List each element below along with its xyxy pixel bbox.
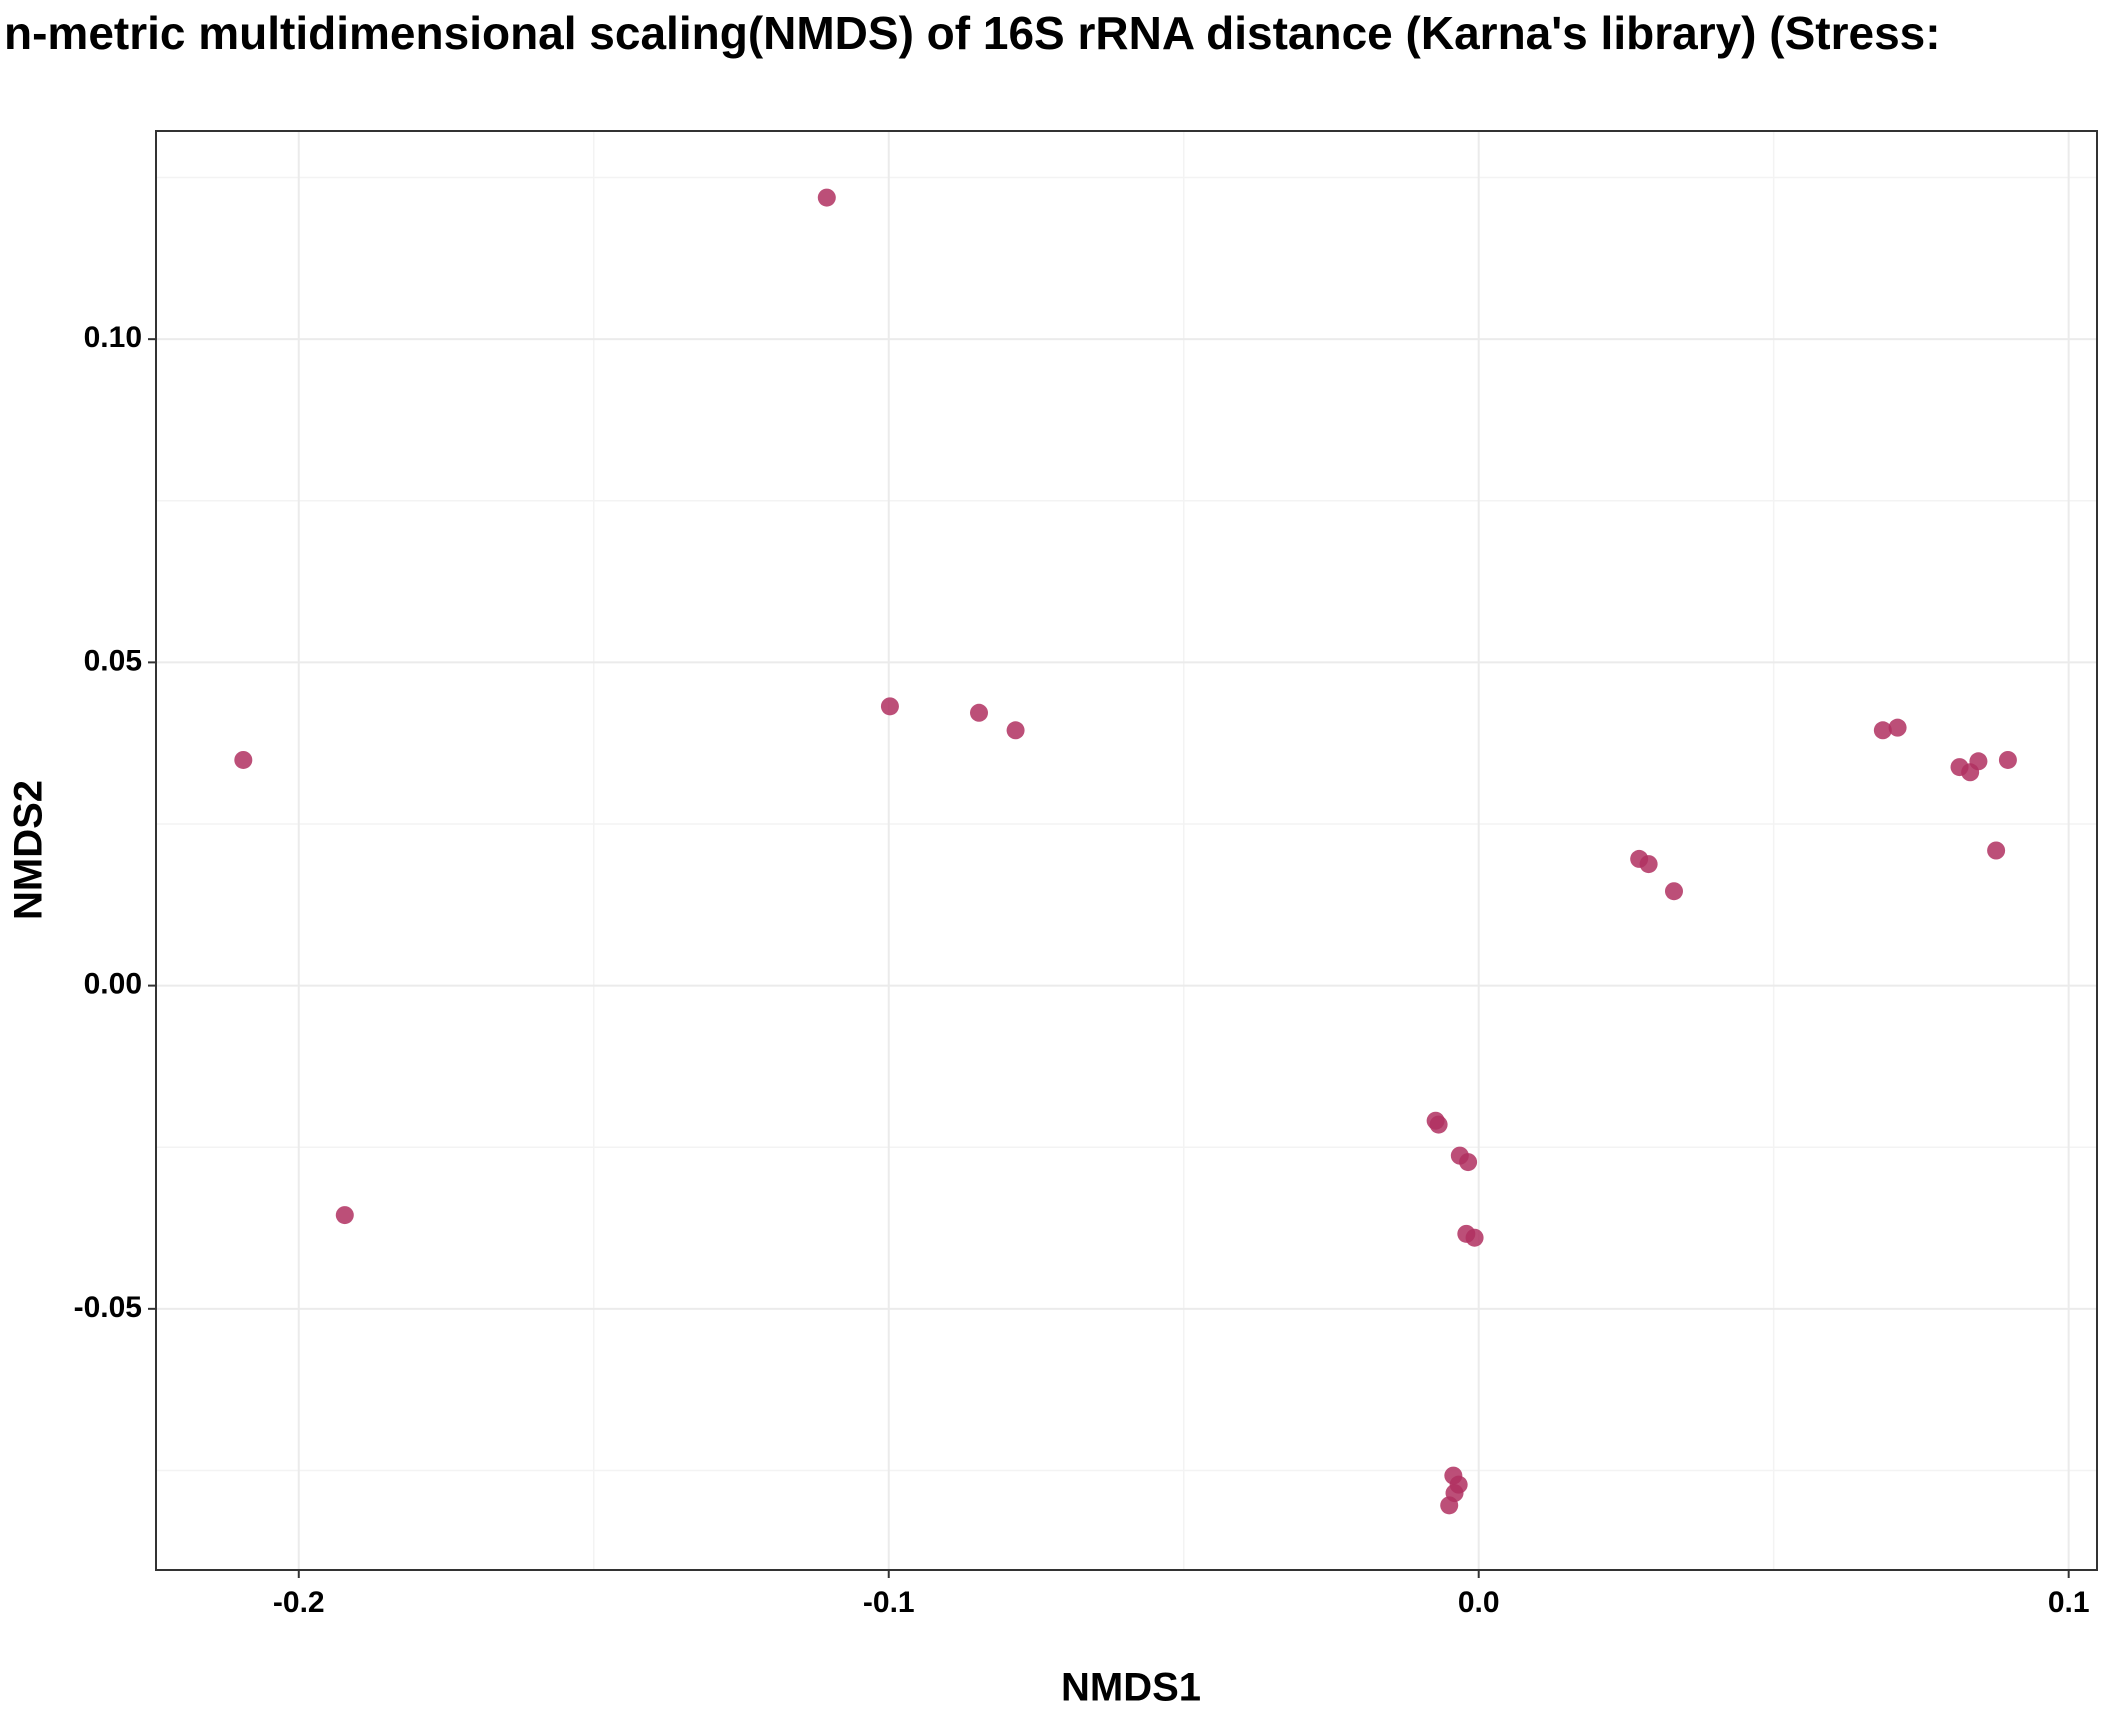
- y-tick-label: 0.10: [84, 321, 142, 354]
- x-tick-label: 0.1: [2048, 1586, 2090, 1619]
- x-tick-label: -0.1: [863, 1586, 915, 1619]
- point: [1664, 882, 1683, 901]
- x-tick-label: 0.0: [1458, 1586, 1500, 1619]
- point: [335, 1206, 354, 1225]
- x-tick-label: -0.2: [273, 1586, 325, 1619]
- point: [234, 750, 253, 769]
- point: [1987, 841, 2006, 860]
- point: [1006, 721, 1025, 740]
- y-tick-label: -0.05: [74, 1291, 142, 1324]
- point: [880, 697, 899, 716]
- point: [1873, 721, 1892, 740]
- x-axis-label: NMDS1: [1061, 1666, 1201, 1710]
- point: [817, 188, 836, 207]
- point: [1440, 1496, 1459, 1515]
- y-axis-label: NMDS2: [7, 780, 51, 920]
- point: [1429, 1115, 1448, 1134]
- point: [970, 703, 989, 722]
- point: [1639, 855, 1658, 874]
- point: [1465, 1228, 1484, 1247]
- point: [1888, 718, 1907, 737]
- y-tick-label: 0.00: [84, 968, 142, 1001]
- point: [1969, 752, 1988, 771]
- y-tick-label: 0.05: [84, 644, 142, 677]
- point: [1998, 750, 2017, 769]
- chart-title: n-metric multidimensional scaling(NMDS) …: [4, 7, 1941, 59]
- plot-border: [155, 130, 2098, 1571]
- point: [1459, 1153, 1478, 1172]
